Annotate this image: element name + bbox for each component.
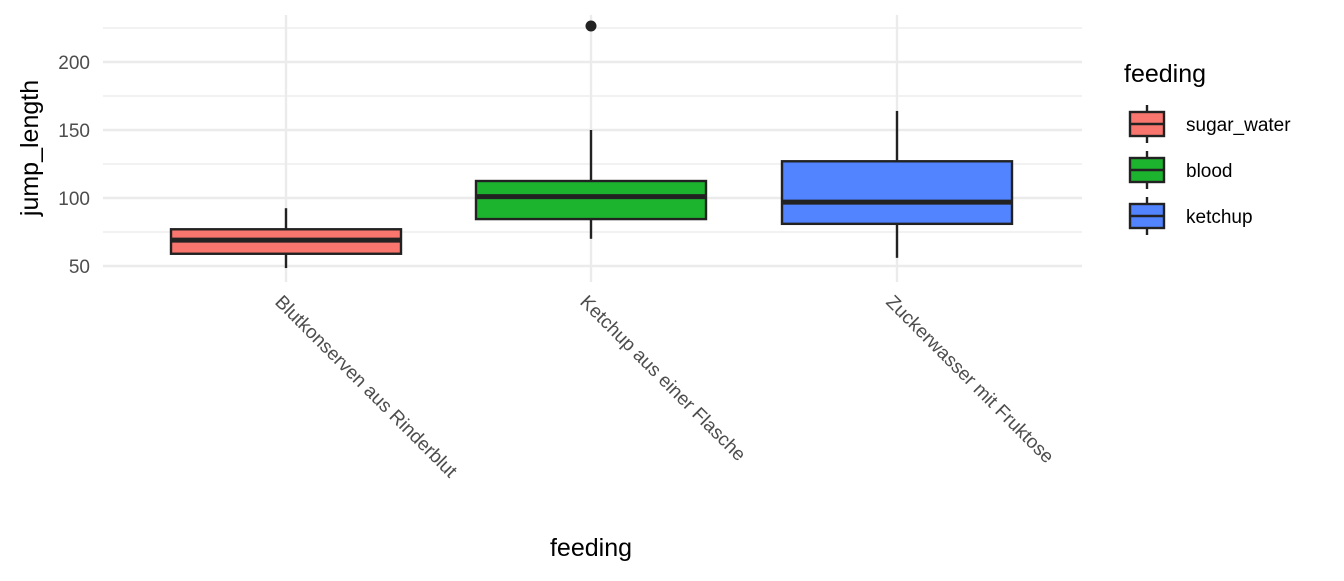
box-ketchup	[780, 110, 1014, 258]
legend-title: feeding	[1124, 60, 1206, 88]
x-axis-title: feeding	[550, 534, 632, 562]
y-tick-labels: 50 100 150 200	[58, 53, 90, 278]
legend-label: blood	[1186, 161, 1233, 182]
x-tick-label: Ketchup aus einer Flasche	[575, 292, 749, 466]
y-axis-title: jump_length	[16, 80, 44, 217]
box-iqr	[474, 179, 708, 221]
box-iqr	[780, 160, 1014, 226]
y-tick-label: 50	[69, 257, 90, 278]
legend-item-ketchup: ketchup	[1128, 197, 1253, 235]
legend-item-blood: blood	[1128, 151, 1233, 189]
y-tick-label: 100	[58, 189, 90, 210]
outlier-point	[585, 20, 597, 32]
y-tick-label: 200	[58, 53, 90, 74]
legend-item-sugar_water: sugar_water	[1128, 105, 1291, 143]
box-blood	[474, 20, 708, 239]
legend-label: ketchup	[1186, 207, 1253, 228]
boxes	[169, 20, 1014, 269]
x-tick-labels: Blutkonserven aus Rinderblut Ketchup aus …	[270, 292, 1057, 483]
legend-label: sugar_water	[1186, 115, 1291, 136]
y-tick-label: 150	[58, 121, 90, 142]
box-sugar_water	[169, 208, 403, 269]
x-tick-label: Blutkonserven aus Rinderblut	[270, 292, 461, 483]
x-tick-label: Zuckerwasser mit Fruktose	[881, 292, 1057, 468]
